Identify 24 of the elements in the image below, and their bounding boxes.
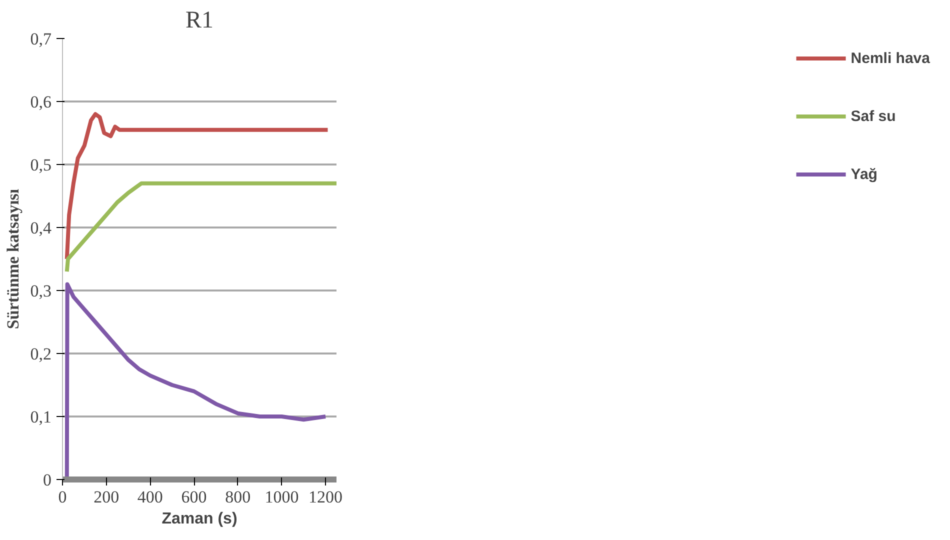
legend-label: Nemli hava	[850, 50, 930, 66]
legend-label: Yağ	[850, 166, 878, 182]
y-tick-label: 0	[43, 470, 52, 490]
x-axis-title: Zaman (s)	[162, 510, 238, 528]
y-tick-label: 0,4	[30, 218, 52, 238]
x-tick-label: 1000	[264, 488, 299, 506]
y-tick-label: 0,3	[30, 282, 52, 300]
line-series	[64, 112, 330, 261]
line-series	[64, 181, 336, 274]
x-tick-label: 600	[181, 488, 207, 506]
line-series	[64, 282, 328, 480]
chart-title: R1	[185, 8, 214, 34]
x-tick-label: 200	[94, 488, 120, 506]
y-axis-title: Sürtünme katsayısı	[3, 188, 22, 330]
y-tick-label: 0,2	[30, 344, 52, 364]
y-tick-label: 0,7	[30, 30, 52, 48]
x-tick-label: 400	[137, 488, 163, 506]
y-tick-label: 0,6	[30, 92, 52, 112]
legend-label: Saf su	[850, 108, 896, 124]
x-tick-label: 0	[58, 488, 67, 506]
y-tick-label: 0,1	[30, 408, 52, 426]
y-tick-label: 0,5	[30, 156, 52, 174]
x-tick-label: 800	[225, 488, 251, 506]
x-tick-label: 1200	[308, 488, 343, 506]
